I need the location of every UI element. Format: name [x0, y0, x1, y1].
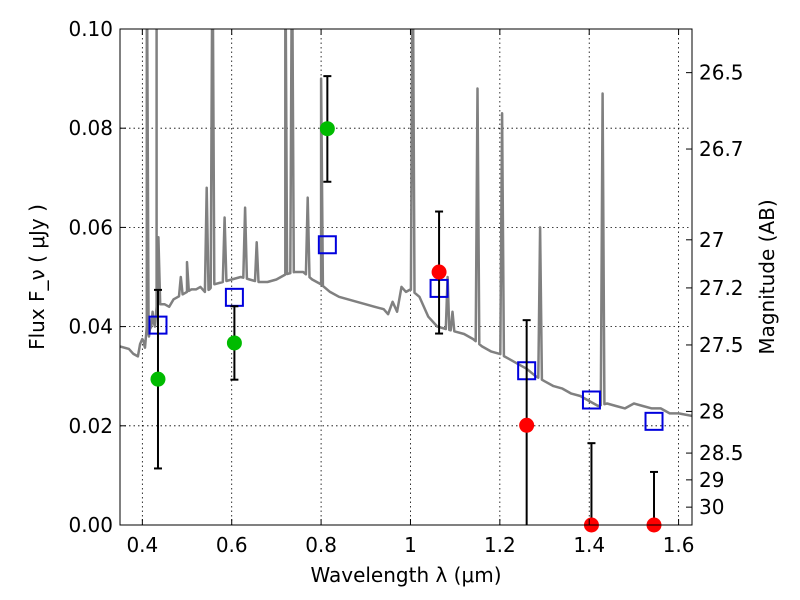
x-tick-label: 1.2 — [484, 533, 516, 557]
right-tick-label: 28.5 — [699, 441, 744, 465]
x-tick-label: 0.4 — [126, 533, 158, 557]
y-tick-label: 0.06 — [68, 215, 113, 239]
right-axis-label: Magnitude (AB) — [755, 199, 779, 354]
plot-frame — [119, 28, 693, 526]
plot-content — [120, 29, 692, 418]
right-tick-label: 28 — [699, 399, 724, 423]
right-tick-label: 29 — [699, 468, 724, 492]
x-axis-label: Wavelength λ (μm) — [310, 563, 501, 587]
right-tick-label: 27.2 — [699, 276, 744, 300]
y-tick-label: 0.10 — [68, 17, 113, 41]
measurement-point — [519, 417, 535, 433]
model-square — [644, 411, 664, 431]
right-tick-label: 26.7 — [699, 137, 744, 161]
y-tick-label: 0.00 — [68, 513, 113, 537]
model-square — [581, 390, 601, 410]
right-tick-label: 26.5 — [699, 61, 744, 85]
measurement-point — [150, 371, 166, 387]
right-tick-label: 27 — [699, 228, 724, 252]
x-tick-label: 0.6 — [216, 533, 248, 557]
model-square — [317, 235, 337, 255]
spectrum-line — [120, 29, 692, 418]
y-axis-label: Flux F_ν ( μJy ) — [25, 204, 49, 350]
measurement-point — [226, 335, 242, 351]
y-tick-label: 0.04 — [68, 315, 113, 339]
measurement-point — [431, 264, 447, 280]
right-tick-label: 30 — [699, 495, 724, 519]
x-tick-label: 1 — [404, 533, 417, 557]
x-tick-label: 1.4 — [573, 533, 605, 557]
y-tick-label: 0.02 — [68, 414, 113, 438]
x-tick-label: 0.8 — [305, 533, 337, 557]
axes: 0.4 0.6 0.8 1 1.2 1.4 1.6 0.00 0.02 0.04 0.06 0.08 0… — [68, 17, 743, 557]
measurement-point — [319, 121, 335, 137]
data-markers — [148, 75, 664, 533]
y-tick-label: 0.08 — [68, 116, 113, 140]
right-tick-label: 27.5 — [699, 333, 744, 357]
x-tick-label: 1.6 — [663, 533, 695, 557]
